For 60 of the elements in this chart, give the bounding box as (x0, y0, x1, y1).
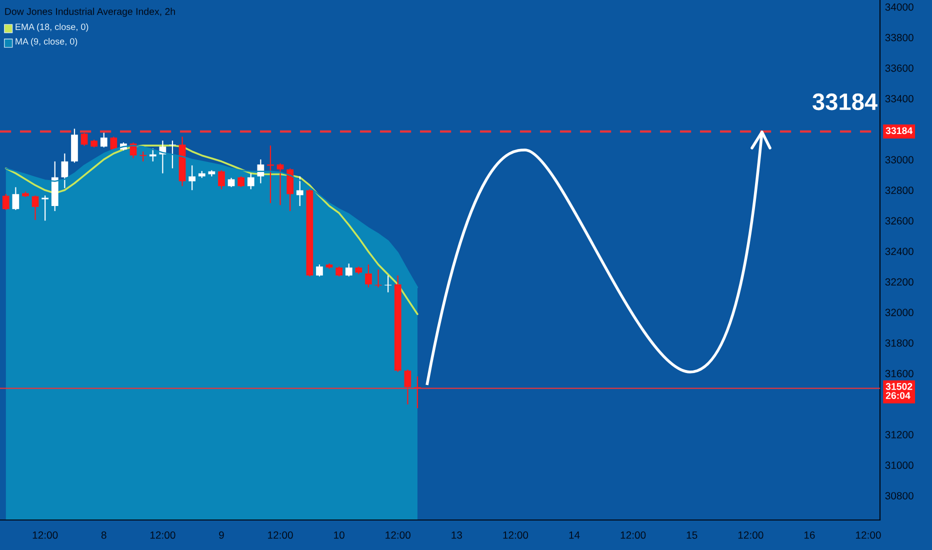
candlestick (12, 186, 20, 211)
y-tick-label: 31600 (885, 370, 914, 378)
candlestick (257, 158, 264, 184)
text: Dow Jones Industrial Average Index, 2h (5, 8, 175, 17)
y-tick-label: 30800 (885, 492, 914, 500)
x-tick-label: 9 (219, 531, 224, 539)
x-tick-label: 12:00 (620, 531, 646, 539)
y-tick-label: 33800 (885, 34, 914, 42)
x-tick-label: 12:00 (268, 531, 293, 539)
x-tick-label: 15 (686, 531, 698, 539)
annotation: 33184 (812, 93, 878, 110)
x-tick-label: 12:00 (503, 531, 528, 539)
text: 26:04 (886, 392, 910, 400)
y-tick-label: 34000 (885, 3, 914, 11)
x-tick-label: 12:00 (856, 531, 881, 539)
candlestick (247, 172, 254, 190)
x-tick-label: 13 (452, 531, 462, 539)
y-tick-label: 33600 (885, 64, 914, 72)
y-tick-label: 32600 (885, 217, 914, 225)
candlestick (2, 193, 10, 211)
candlestick (345, 263, 352, 277)
x-tick-label: 16 (804, 531, 815, 539)
y-tick-label: 33000 (885, 156, 914, 164)
y-tick-label: 31000 (885, 462, 914, 469)
x-tick-label: 14 (569, 531, 580, 539)
candlestick (140, 150, 147, 162)
candlestick (316, 264, 323, 277)
candlestick (32, 194, 39, 220)
ref-line-label: 31502 (886, 383, 912, 390)
y-tick-label: 32000 (885, 308, 914, 316)
candlestick (61, 152, 68, 189)
ref-line-label: 33184 (886, 127, 913, 134)
candlestick (365, 264, 372, 288)
x-tick-label: 12:00 (150, 531, 176, 539)
y-tick-label: 31800 (885, 339, 914, 347)
y-tick-label: 33400 (885, 95, 914, 102)
candlestick (149, 148, 156, 162)
x-tick-label: 10 (334, 531, 344, 539)
line-series (4, 144, 418, 316)
candlestick (80, 132, 88, 146)
candlestick (110, 136, 118, 151)
candlestick (188, 164, 196, 191)
y-tick-label: 32400 (885, 248, 914, 256)
candlestick (100, 132, 108, 148)
candlestick (42, 194, 49, 222)
candlestick (404, 369, 412, 405)
x-tick-label: 8 (101, 531, 106, 539)
y-tick-label: 32200 (885, 278, 914, 286)
candlestick (296, 176, 304, 207)
candlestick (276, 162, 284, 206)
legend-label: MA (9, close, 0) (16, 38, 78, 46)
x-tick-label: 12:00 (738, 531, 764, 539)
x-tick-label: 12:00 (32, 531, 58, 539)
y-tick-label: 32800 (885, 186, 914, 194)
y-tick-label: 31200 (885, 430, 914, 438)
x-tick-label: 12:00 (386, 531, 410, 539)
candlestick (238, 176, 244, 188)
candlestick (336, 266, 342, 277)
candlestick (218, 170, 225, 190)
legend-label: EMA (18, close, 0) (16, 23, 88, 32)
